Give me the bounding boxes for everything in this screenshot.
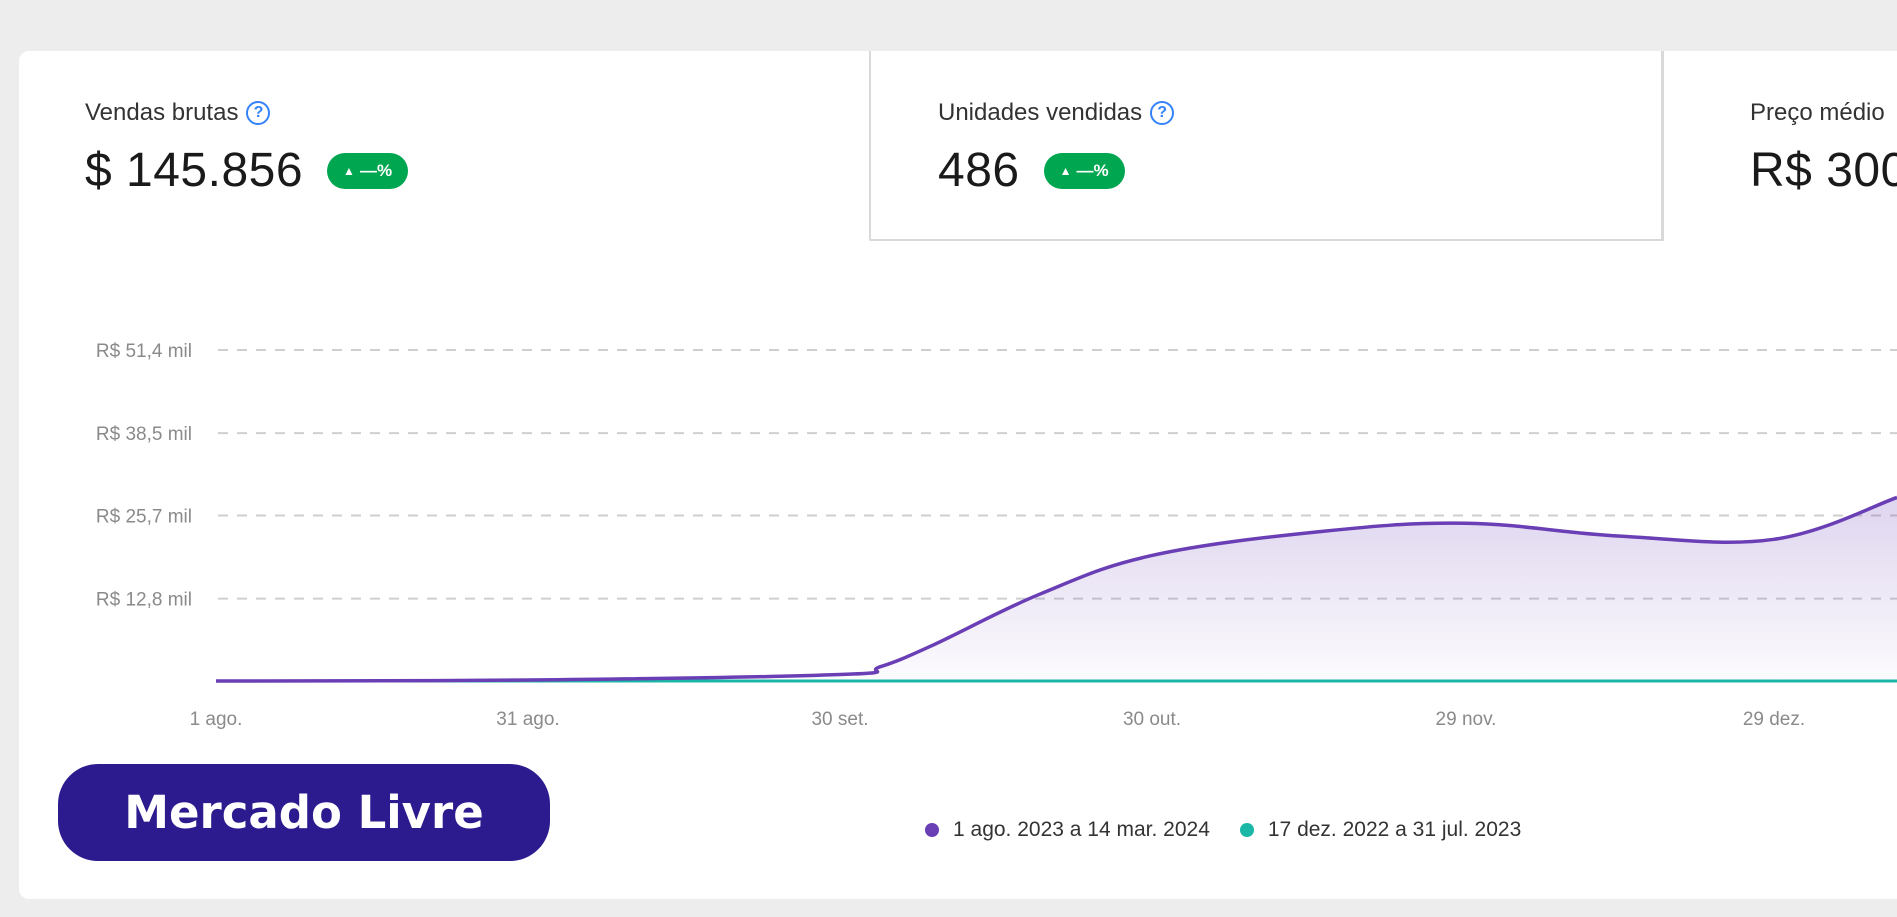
legend-label: 1 ago. 2023 a 14 mar. 2024 bbox=[953, 818, 1210, 841]
question-circle-icon[interactable]: ? bbox=[1150, 101, 1175, 125]
x-tick-label: 31 ago. bbox=[496, 709, 559, 730]
metric-value: R$ 300, bbox=[1750, 144, 1897, 197]
metric-label: Preço médio bbox=[1750, 99, 1885, 126]
metric-value: $ 145.856 bbox=[85, 144, 304, 197]
series-line-current bbox=[215, 495, 1897, 683]
y-tick-label: R$ 38,5 mil bbox=[96, 424, 192, 445]
metric-value: 486 bbox=[938, 144, 1020, 197]
x-tick-label: 1 ago. bbox=[190, 709, 243, 730]
change-badge: ▲ —% bbox=[1043, 152, 1125, 189]
metrics-row: Vendas brutas ? $ 145.856 ▲ —% Unidades … bbox=[19, 51, 1897, 242]
y-tick-label: R$ 51,4 mil bbox=[96, 341, 192, 362]
metric-label: Unidades vendidas bbox=[938, 99, 1143, 126]
triangle-up-icon: ▲ bbox=[343, 163, 355, 178]
question-circle-icon[interactable]: ? bbox=[246, 101, 271, 125]
series-area-current bbox=[216, 497, 1897, 681]
brand-logo: Mercado Livre bbox=[58, 764, 550, 861]
x-tick-label: 30 set. bbox=[811, 709, 868, 730]
legend-dot bbox=[1239, 823, 1254, 837]
badge-text: —% bbox=[359, 160, 393, 180]
legend-dot bbox=[925, 823, 939, 837]
triangle-up-icon: ▲ bbox=[1059, 163, 1072, 178]
metric-gross-sales[interactable]: Vendas brutas ? $ 145.856 ▲ —% bbox=[19, 51, 869, 241]
legend-item-current[interactable]: 1 ago. 2023 a 14 mar. 2024 bbox=[925, 818, 1210, 842]
sales-summary-card: Vendas brutas ? $ 145.856 ▲ —% Unidades … bbox=[19, 51, 1897, 899]
y-tick-label: R$ 25,7 mil bbox=[96, 507, 192, 528]
metric-label: Vendas brutas bbox=[85, 99, 239, 126]
legend-item-previous[interactable]: 17 dez. 2022 a 31 jul. 2023 bbox=[1239, 818, 1522, 842]
x-tick-label: 29 dez. bbox=[1743, 709, 1805, 730]
metric-average-price[interactable]: Preço médio R$ 300, bbox=[1662, 51, 1897, 241]
change-badge: ▲ —% bbox=[327, 152, 409, 189]
x-tick-label: 30 out. bbox=[1123, 709, 1181, 730]
badge-text: —% bbox=[1076, 160, 1109, 180]
y-tick-label: R$ 12,8 mil bbox=[96, 590, 192, 611]
legend-label: 17 dez. 2022 a 31 jul. 2023 bbox=[1267, 818, 1522, 841]
chart-legend: 1 ago. 2023 a 14 mar. 2024 17 dez. 2022 … bbox=[925, 818, 1521, 842]
x-tick-label: 29 nov. bbox=[1436, 709, 1497, 730]
metric-units-sold[interactable]: Unidades vendidas ? 486 ▲ —% bbox=[869, 51, 1663, 241]
